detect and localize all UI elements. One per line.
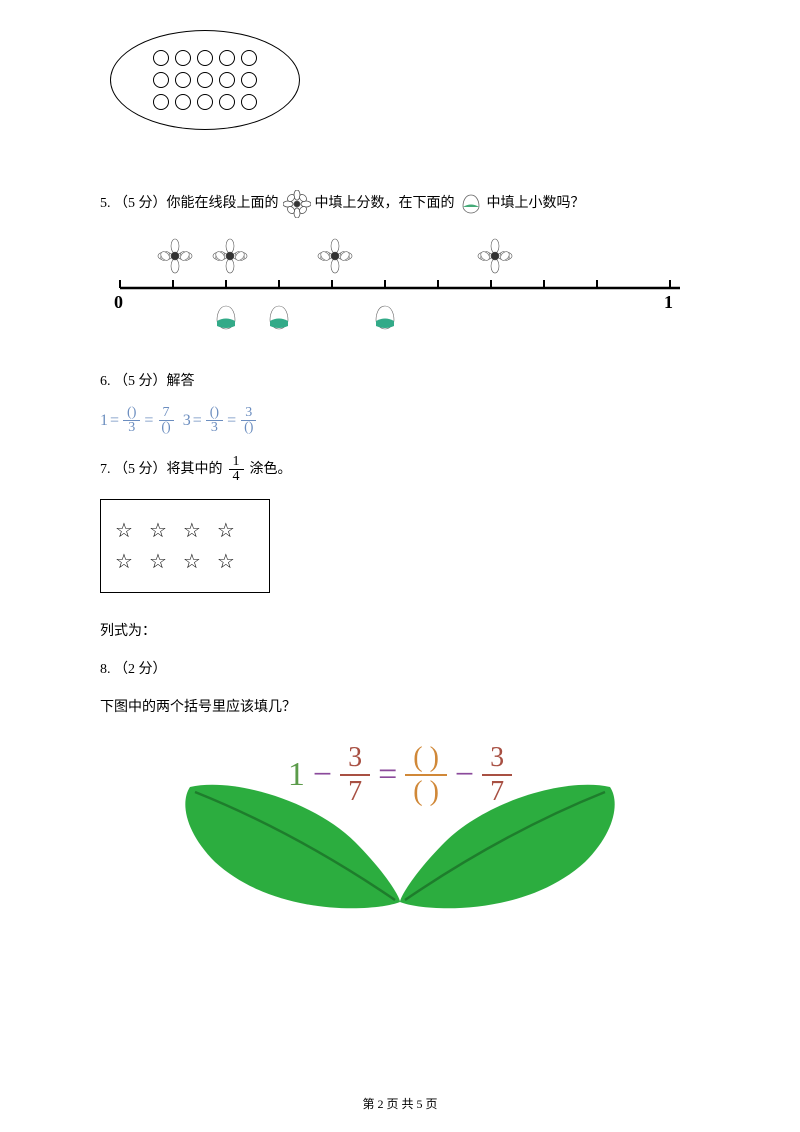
question-7-text: 7. （5 分）将其中的 14 涂色。	[100, 455, 700, 484]
circle-icon	[153, 94, 169, 110]
footer-text: 第 2 页 共 5 页	[362, 1097, 437, 1111]
circle-icon	[175, 94, 191, 110]
star-icon: ☆	[217, 518, 235, 543]
q6-label: 6. （5 分）解答	[100, 368, 195, 396]
q8-label: 8. （2 分）	[100, 656, 167, 684]
frac-den: 7	[482, 776, 512, 808]
star-icon: ☆	[115, 549, 133, 574]
q5-prefix: 5. （5 分）你能在线段上面的	[100, 190, 279, 218]
circle-icon	[197, 72, 213, 88]
flower-icon	[158, 239, 512, 273]
circle-icon	[241, 50, 257, 66]
page-footer: 第 2 页 共 5 页	[0, 1095, 800, 1112]
frac-den: ()	[157, 421, 174, 435]
q5-mid: 中填上分数，在下面的	[315, 190, 455, 218]
q7-prefix: 7. （5 分）将其中的	[100, 456, 223, 484]
circle-icon	[219, 50, 235, 66]
axis-label-0: 0	[114, 292, 123, 312]
circle-icon	[153, 72, 169, 88]
frac-num: 3	[340, 742, 370, 776]
eq-minus: −	[455, 756, 474, 794]
frac-num: 1	[229, 455, 244, 470]
star-icon: ☆	[149, 549, 167, 574]
number-line-figure: 0 1	[100, 238, 700, 338]
eq-text: =	[110, 412, 119, 430]
eq-one: 1	[288, 756, 305, 794]
circle-row	[153, 72, 257, 88]
circle-icon	[241, 94, 257, 110]
fraction: ()3	[206, 406, 223, 435]
nut-icon	[217, 306, 394, 329]
question-6-label: 6. （5 分）解答	[100, 368, 700, 396]
q5-suffix: 中填上小数吗？	[487, 190, 585, 218]
circle-icon	[219, 94, 235, 110]
circle-icon	[241, 72, 257, 88]
eq-text: 3	[183, 412, 191, 430]
eq-equals: =	[378, 756, 397, 794]
frac-num: ( )	[405, 742, 447, 776]
frac-den: 7	[340, 776, 370, 808]
circle-icon	[197, 50, 213, 66]
circle-icon	[219, 72, 235, 88]
star-icon: ☆	[183, 549, 201, 574]
eq-text: 1	[100, 412, 108, 430]
axis-label-1: 1	[664, 292, 673, 312]
q7-footer: 列式为：	[100, 618, 700, 646]
eq-text: =	[227, 412, 236, 430]
frac-den: 3	[124, 421, 139, 435]
eq-minus: −	[313, 756, 332, 794]
leaf-equation-figure: 1 − 3 7 = ( ) ( ) − 3 7	[175, 742, 625, 922]
circle-icon	[175, 50, 191, 66]
fraction: 3 7	[340, 742, 370, 808]
q7-footer-text: 列式为：	[100, 618, 156, 646]
circle-icon	[197, 94, 213, 110]
fraction: 3 7	[482, 742, 512, 808]
star-icon: ☆	[183, 518, 201, 543]
question-5-text: 5. （5 分）你能在线段上面的 中填上分数，在下面的 中填上小数吗？	[100, 190, 700, 218]
star-box-figure: ☆ ☆ ☆ ☆ ☆ ☆ ☆ ☆	[100, 499, 270, 593]
circle-icon	[175, 72, 191, 88]
frac-den: ( )	[405, 776, 447, 808]
frac-num: 3	[482, 742, 512, 776]
fraction: 7()	[157, 406, 174, 435]
nut-icon	[459, 192, 483, 216]
star-icon: ☆	[149, 518, 167, 543]
frac-num: ()	[206, 406, 223, 421]
frac-den: ()	[240, 421, 257, 435]
frac-den: 4	[229, 470, 244, 484]
fraction: 14	[229, 455, 244, 484]
star-icon: ☆	[217, 549, 235, 574]
fraction-blank: ( ) ( )	[405, 742, 447, 808]
oval-circles-figure	[110, 30, 300, 130]
question-6-equation: 1 = ()3 = 7() 3 = ()3 = 3()	[100, 406, 700, 435]
frac-num: 3	[241, 406, 256, 421]
frac-den: 3	[207, 421, 222, 435]
question-8-label: 8. （2 分）	[100, 656, 700, 684]
frac-num: 7	[159, 406, 174, 421]
q8-text: 下图中的两个括号里应该填几？	[100, 694, 296, 722]
eq-text: =	[193, 412, 202, 430]
eq-text: =	[144, 412, 153, 430]
circle-row	[153, 50, 257, 66]
fraction: 3()	[240, 406, 257, 435]
star-row: ☆ ☆ ☆ ☆	[115, 518, 255, 543]
fraction: ()3	[123, 406, 140, 435]
star-row: ☆ ☆ ☆ ☆	[115, 549, 255, 574]
flower-icon	[283, 190, 311, 218]
circle-icon	[153, 50, 169, 66]
star-icon: ☆	[115, 518, 133, 543]
leaf-equation: 1 − 3 7 = ( ) ( ) − 3 7	[175, 742, 625, 808]
circle-row	[153, 94, 257, 110]
frac-num: ()	[123, 406, 140, 421]
q7-suffix: 涂色。	[250, 456, 292, 484]
question-8-text: 下图中的两个括号里应该填几？	[100, 694, 700, 722]
